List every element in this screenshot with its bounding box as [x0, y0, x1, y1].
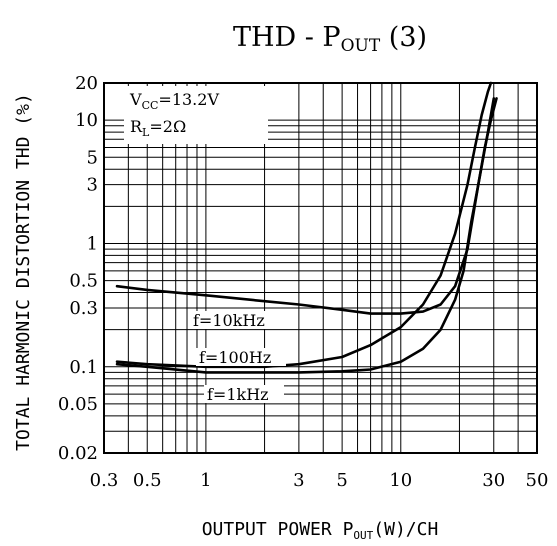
condition-vcc-value: =13.2V: [158, 90, 219, 109]
y-tick-label: 0.3: [69, 298, 98, 319]
label-bg-100hz: [196, 348, 286, 366]
x-axis-label-suffix: (W)/CH: [373, 519, 438, 540]
x-tick-labels: 0.3 0.5 1 3 5 10 30 50: [90, 470, 549, 491]
label-1khz: f=1kHz: [207, 385, 269, 404]
condition-rl: RL=2Ω: [130, 117, 186, 139]
chart-title-suffix: (3): [380, 22, 427, 53]
series-group: [115, 81, 498, 374]
x-axis-label-sub: OUT: [353, 529, 373, 542]
y-tick-label: 5: [87, 147, 98, 168]
condition-box: VCC=13.2V RL=2Ω: [124, 86, 268, 144]
condition-rl-main: R: [130, 117, 143, 136]
x-tick-label: 10: [389, 470, 412, 491]
condition-vcc: VCC=13.2V: [129, 90, 219, 112]
condition-box-bg: [124, 86, 268, 144]
condition-vcc-main: V: [129, 90, 142, 109]
y-axis-label: TOTAL HARMONIC DISTORTION THD (%): [13, 93, 34, 451]
series-line-f-1khz: [115, 97, 498, 374]
x-axis-label-main: OUTPUT POWER P: [202, 519, 354, 540]
y-tick-label: 10: [75, 110, 98, 131]
x-tick-label: 0.5: [133, 470, 162, 491]
label-10khz: f=10kHz: [193, 311, 265, 330]
grid: [104, 83, 537, 453]
condition-vcc-sub: CC: [142, 99, 159, 112]
label-bg-1khz: [204, 385, 284, 403]
y-tick-label: 0.1: [69, 357, 98, 378]
x-tick-label: 30: [482, 470, 505, 491]
curve-labels: f=10kHz f=100Hz f=1kHz: [190, 311, 286, 404]
y-tick-label: 20: [75, 73, 98, 94]
condition-rl-value: =2Ω: [149, 117, 186, 136]
chart-title: THD - POUT (3): [233, 22, 427, 56]
label-bg-10khz: [190, 311, 274, 329]
label-100hz: f=100Hz: [199, 348, 271, 367]
x-axis-label: OUTPUT POWER POUT(W)/CH: [202, 519, 439, 542]
x-tick-label: 50: [526, 470, 549, 491]
chart-title-sub: OUT: [341, 36, 381, 56]
series-line-f-100hz: [115, 81, 493, 369]
x-tick-label: 0.3: [90, 470, 119, 491]
plot-frame: [103, 82, 538, 454]
condition-rl-sub: L: [142, 126, 150, 139]
x-tick-label: 3: [293, 470, 304, 491]
y-tick-label: 3: [87, 175, 98, 196]
y-tick-label: 0.5: [69, 271, 98, 292]
y-tick-label: 1: [87, 233, 98, 254]
y-tick-label: 0.05: [58, 394, 98, 415]
y-tick-labels: 0.02 0.05 0.1 0.3 0.5 1 3 5 10 20: [58, 73, 98, 464]
chart-title-main: THD - P: [233, 22, 341, 53]
x-tick-label: 5: [336, 470, 347, 491]
y-tick-label: 0.02: [58, 443, 98, 464]
x-tick-label: 1: [200, 470, 211, 491]
